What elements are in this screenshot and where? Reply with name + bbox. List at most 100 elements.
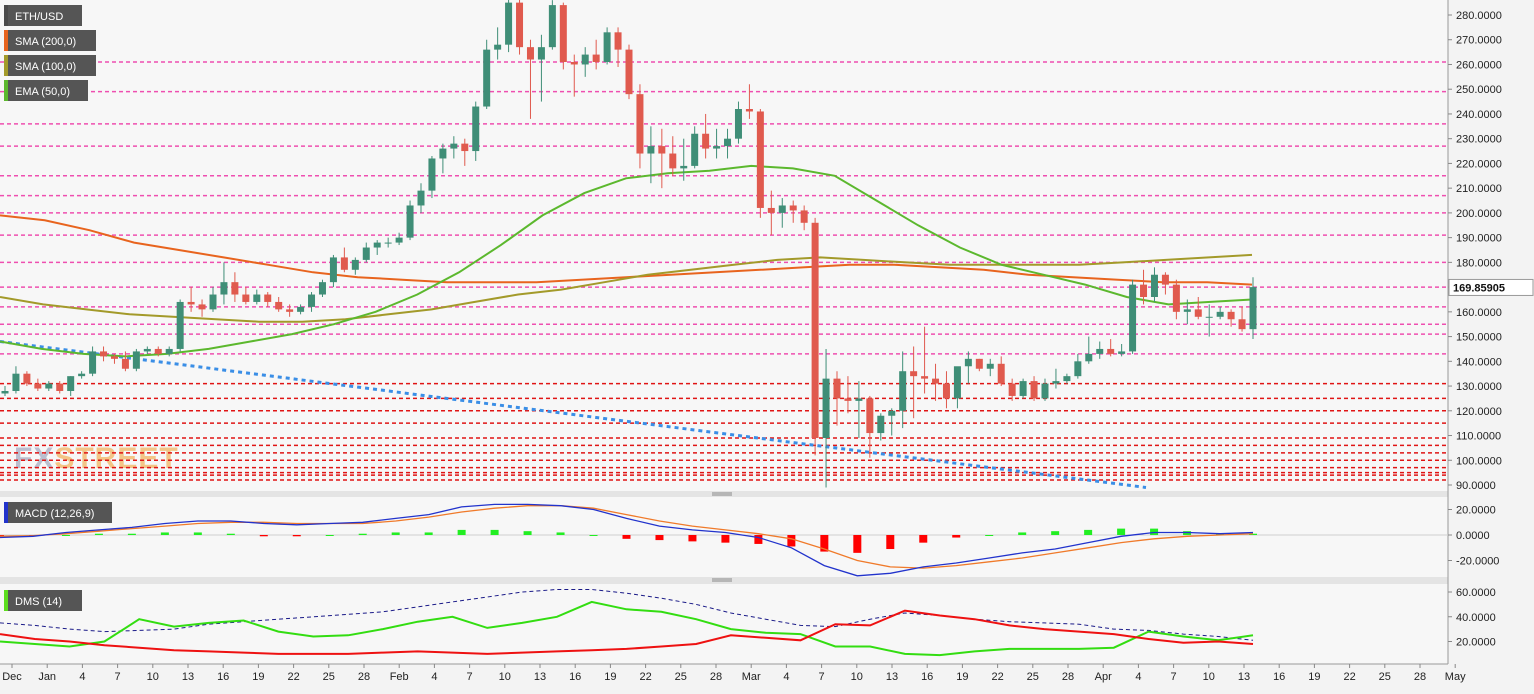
candle[interactable]	[1150, 267, 1158, 302]
candle[interactable]	[1041, 378, 1049, 401]
candle[interactable]	[625, 44, 633, 100]
candle[interactable]	[198, 299, 206, 317]
candle[interactable]	[800, 205, 808, 231]
candle[interactable]	[439, 143, 447, 174]
candle[interactable]	[570, 54, 578, 97]
candle[interactable]	[822, 348, 830, 488]
legend-item[interactable]: ETH/USD	[4, 5, 82, 26]
candle[interactable]	[1140, 269, 1148, 305]
candle[interactable]	[680, 138, 688, 181]
candle[interactable]	[264, 292, 272, 307]
candle[interactable]	[1118, 344, 1126, 357]
candle[interactable]	[110, 353, 118, 364]
candle[interactable]	[286, 304, 294, 317]
candle[interactable]	[986, 358, 994, 377]
candle[interactable]	[1249, 277, 1257, 340]
candle[interactable]	[713, 128, 721, 159]
candle[interactable]	[89, 346, 97, 377]
candle[interactable]	[275, 297, 283, 312]
candle[interactable]	[658, 128, 666, 189]
legend-item[interactable]: SMA (200,0)	[4, 30, 96, 51]
trendline-group[interactable]	[0, 340, 1147, 489]
candle[interactable]	[516, 0, 524, 55]
candle[interactable]	[1183, 299, 1191, 325]
candle[interactable]	[921, 326, 929, 394]
candle[interactable]	[209, 287, 217, 312]
candle[interactable]	[100, 346, 108, 362]
candle[interactable]	[844, 376, 852, 414]
candle[interactable]	[866, 395, 874, 458]
candle[interactable]	[669, 136, 677, 176]
candle[interactable]	[231, 272, 239, 302]
candle[interactable]	[362, 242, 370, 263]
candle[interactable]	[702, 113, 710, 159]
candle[interactable]	[78, 371, 86, 379]
candle[interactable]	[483, 39, 491, 109]
candle[interactable]	[537, 34, 545, 102]
candle[interactable]	[767, 190, 775, 236]
candle[interactable]	[329, 254, 337, 288]
candle[interactable]	[143, 346, 151, 354]
candle[interactable]	[592, 39, 600, 70]
candle[interactable]	[1019, 378, 1027, 399]
candle[interactable]	[12, 366, 20, 394]
candle[interactable]	[23, 371, 31, 387]
legend-item[interactable]: DMS (14)	[4, 590, 82, 611]
candle[interactable]	[121, 351, 129, 372]
candle[interactable]	[548, 0, 556, 50]
candle[interactable]	[132, 348, 140, 372]
trendline[interactable]	[0, 340, 1147, 489]
candle[interactable]	[789, 200, 797, 223]
candle[interactable]	[603, 27, 611, 65]
candle[interactable]	[910, 346, 918, 419]
candle[interactable]	[833, 371, 841, 426]
candle[interactable]	[1074, 353, 1082, 379]
candle[interactable]	[505, 0, 513, 53]
candle[interactable]	[724, 128, 732, 159]
candle[interactable]	[461, 138, 469, 166]
candle[interactable]	[1030, 376, 1038, 401]
candle[interactable]	[1129, 279, 1137, 354]
candle[interactable]	[34, 378, 42, 391]
candle[interactable]	[384, 237, 392, 248]
candle[interactable]	[176, 299, 184, 352]
candle[interactable]	[811, 217, 819, 456]
candle[interactable]	[647, 126, 655, 184]
candle[interactable]	[308, 292, 316, 312]
candle[interactable]	[855, 381, 863, 438]
legend-item[interactable]: EMA (50,0)	[4, 80, 88, 101]
candle[interactable]	[494, 27, 502, 60]
candle[interactable]	[1063, 373, 1071, 384]
candle[interactable]	[220, 262, 228, 305]
candle[interactable]	[406, 200, 414, 241]
candle[interactable]	[165, 346, 173, 357]
candle[interactable]	[56, 381, 64, 394]
candle[interactable]	[1161, 272, 1169, 295]
dms-resize-handle[interactable]	[0, 577, 1448, 584]
candle[interactable]	[559, 2, 567, 70]
candle[interactable]	[745, 84, 753, 119]
candle[interactable]	[953, 366, 961, 409]
candle[interactable]	[1107, 339, 1115, 357]
candle[interactable]	[942, 371, 950, 409]
candle[interactable]	[187, 287, 195, 312]
candle[interactable]	[932, 363, 940, 401]
candle[interactable]	[888, 408, 896, 436]
candle[interactable]	[1216, 306, 1224, 320]
candle[interactable]	[450, 136, 458, 159]
candle[interactable]	[734, 101, 742, 144]
candle[interactable]	[997, 356, 1005, 387]
macd-resize-handle[interactable]	[0, 491, 1448, 497]
candle[interactable]	[45, 381, 53, 391]
candle[interactable]	[154, 346, 162, 357]
candle[interactable]	[1172, 279, 1180, 320]
candle[interactable]	[297, 304, 305, 315]
candle[interactable]	[1, 386, 9, 396]
candle[interactable]	[1085, 336, 1093, 364]
candle[interactable]	[1238, 306, 1246, 332]
candle[interactable]	[581, 47, 589, 77]
candle[interactable]	[318, 279, 326, 297]
candle[interactable]	[877, 413, 885, 441]
candle[interactable]	[636, 84, 644, 169]
candle[interactable]	[691, 126, 699, 169]
